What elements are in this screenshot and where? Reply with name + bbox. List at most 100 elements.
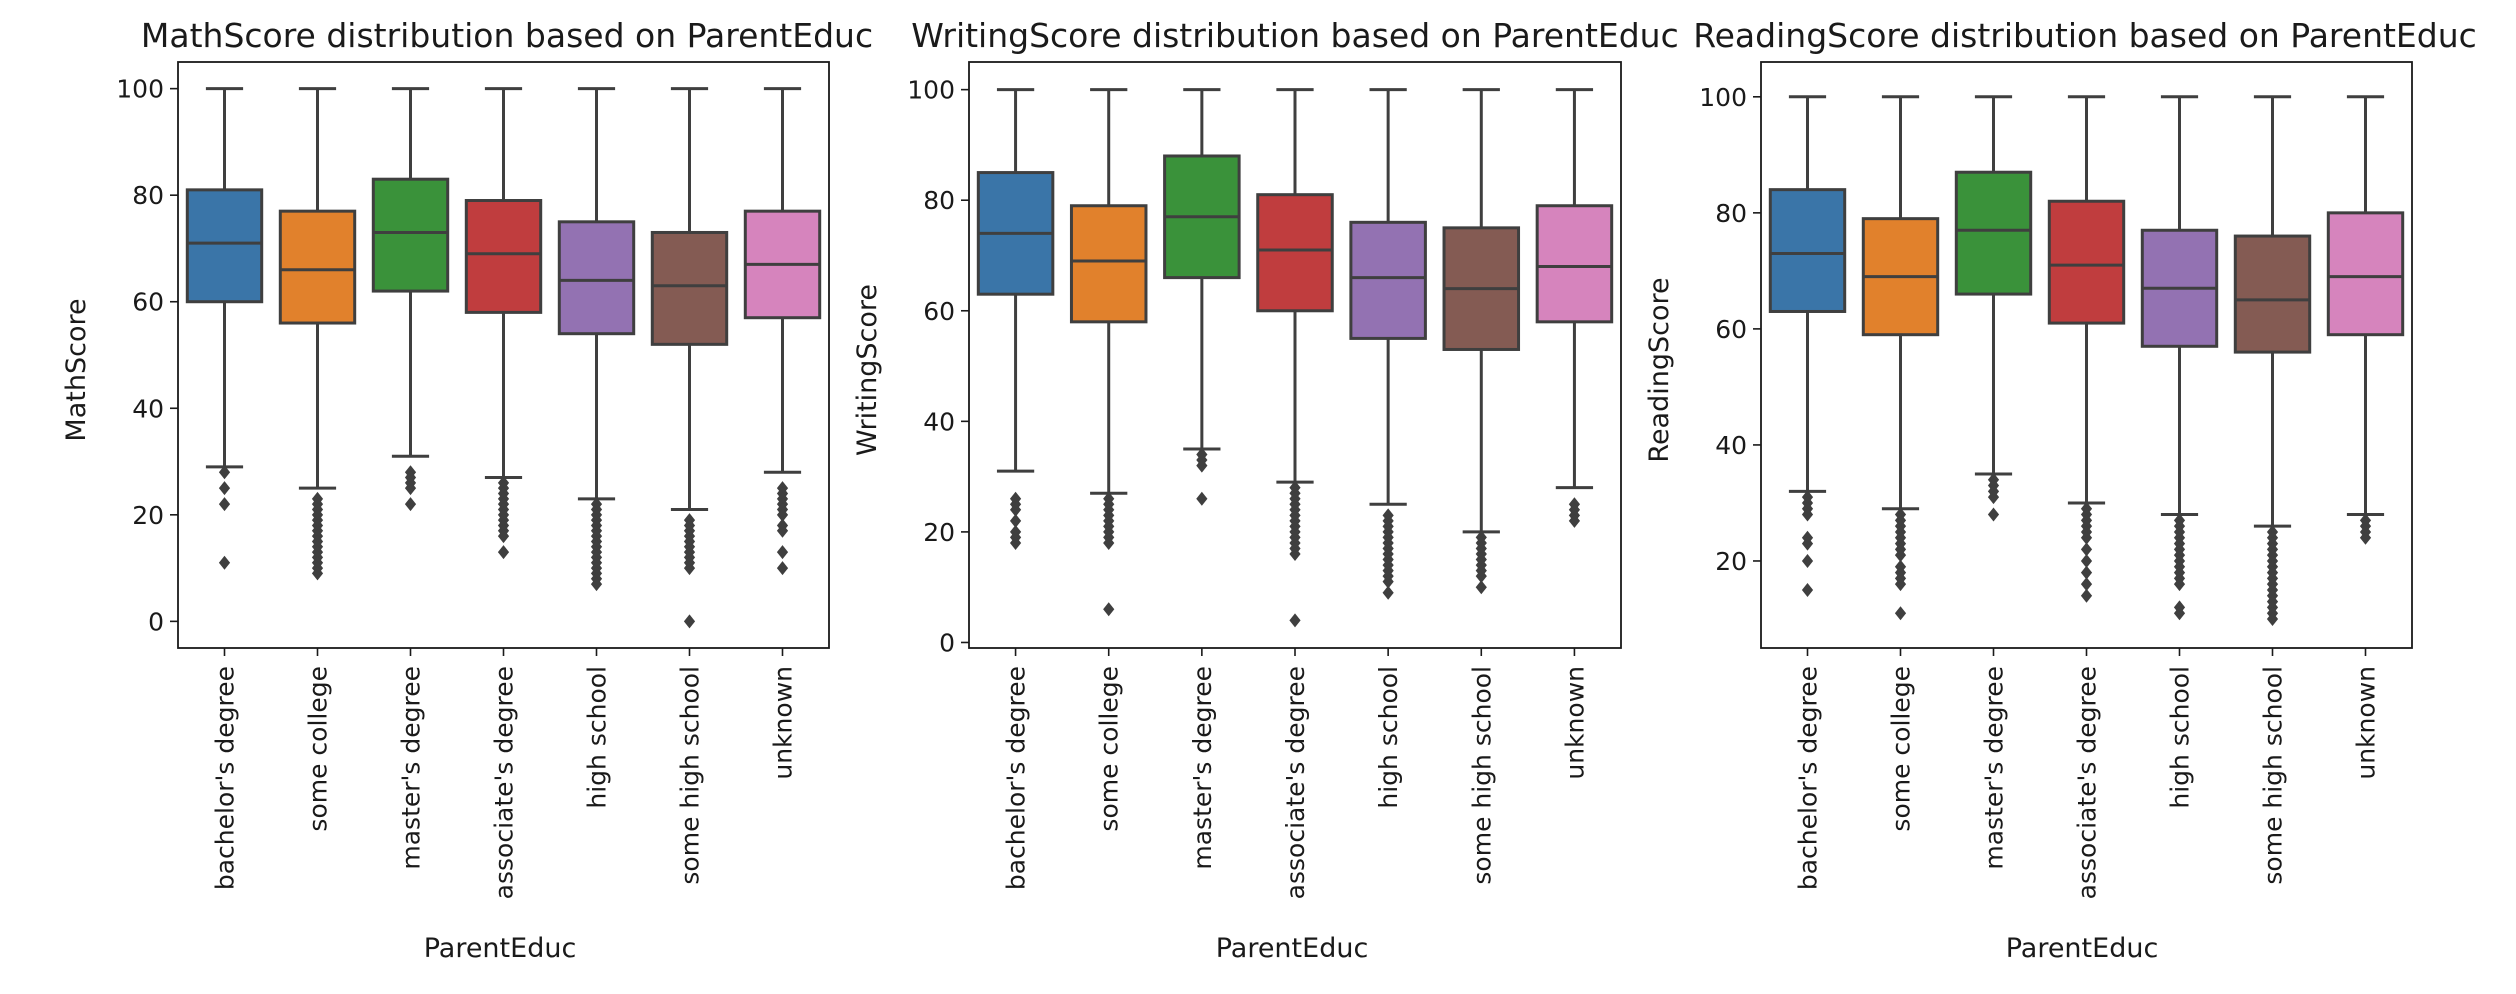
writing-iqr-box — [1256, 193, 1334, 313]
writing-outlier-point — [1475, 580, 1487, 595]
reading-x-tick-label: some college — [1887, 666, 1916, 832]
writing-outlier-point — [1289, 613, 1301, 628]
math-outlier-point — [404, 481, 417, 496]
writing-x-axis-label: ParentEduc — [1216, 933, 1369, 964]
writing-y-tick-label: 80 — [923, 186, 955, 215]
writing-box-3 — [1163, 88, 1241, 506]
math-chart-title: MathScore distribution based on ParentEd… — [141, 16, 873, 55]
writing-iqr-box — [1535, 204, 1614, 324]
reading-outlier-point — [1801, 582, 1814, 597]
math-box-4 — [464, 87, 543, 560]
writing-x-tick-label: some high school — [1467, 666, 1496, 885]
math-outlier-point — [776, 507, 789, 522]
math-outlier-point — [683, 561, 696, 576]
reading-outlier-point — [2080, 588, 2093, 603]
math-y-tick-label: 100 — [116, 75, 164, 104]
reading-y-tick-label: 40 — [1715, 431, 1747, 460]
writing-box-7 — [1535, 88, 1614, 528]
writing-outlier-point — [1009, 513, 1022, 528]
reading-x-tick-label: associate's degree — [2073, 666, 2102, 899]
reading-outlier-point — [1801, 553, 1814, 568]
reading-outlier-point — [2173, 577, 2186, 592]
writing-iqr-box — [1069, 204, 1148, 324]
reading-y-tick-label: 20 — [1715, 547, 1747, 576]
writing-outlier-point — [1382, 585, 1394, 600]
math-x-tick-label: unknown — [769, 666, 798, 780]
math-y-tick-label: 60 — [132, 288, 164, 317]
writing-chart-title: WritingScore distribution based on Paren… — [911, 16, 1679, 55]
math-outlier-point — [776, 545, 789, 560]
reading-y-tick-label: 80 — [1715, 199, 1747, 228]
math-x-tick-label: some high school — [676, 666, 705, 885]
writing-y-tick-label: 40 — [923, 407, 955, 436]
math-x-tick-label: bachelor's degree — [211, 666, 240, 890]
reading-box-5 — [2140, 95, 2219, 621]
math-y-tick-label: 0 — [148, 607, 164, 636]
writing-outlier-point — [1103, 535, 1115, 550]
writing-outlier-point — [1475, 569, 1487, 584]
reading-x-tick-label: high school — [2166, 666, 2195, 809]
math-outlier-point — [590, 577, 603, 592]
writing-x-tick-label: unknown — [1560, 666, 1589, 780]
math-x-tick-label: some college — [304, 666, 333, 832]
math-y-tick-label: 20 — [132, 501, 164, 530]
writing-y-axis-label: WritingScore — [852, 284, 883, 456]
math-iqr-box — [650, 230, 729, 346]
reading-outlier-point — [2173, 606, 2186, 621]
writing-outlier-point — [1009, 535, 1022, 550]
reading-iqr-box — [2233, 234, 2312, 354]
reading-box-1 — [1768, 95, 1847, 597]
reading-outlier-point — [1801, 536, 1814, 551]
writing-outlier-point — [1009, 502, 1022, 517]
writing-y-tick-label: 0 — [939, 628, 955, 657]
reading-outlier-point — [1894, 606, 1907, 621]
math-y-tick-label: 40 — [132, 394, 164, 423]
writing-score-panel: WritingScore distribution based on Paren… — [852, 16, 1679, 964]
reading-outlier-point — [1894, 548, 1907, 563]
reading-outlier-point — [1987, 507, 2000, 522]
reading-outlier-point — [2080, 553, 2093, 568]
writing-outlier-point — [1196, 458, 1208, 473]
reading-x-axis-label: ParentEduc — [2006, 933, 2159, 964]
reading-box-3 — [1954, 95, 2033, 522]
reading-box-2 — [1861, 95, 1940, 621]
math-axes-frame — [177, 61, 830, 649]
reading-x-tick-label: bachelor's degree — [1794, 666, 1823, 890]
reading-x-tick-label: some high school — [2259, 666, 2288, 885]
math-score-panel: MathScore distribution based on ParentEd… — [61, 16, 873, 964]
reading-box-4 — [2047, 95, 2126, 603]
writing-outlier-point — [1103, 602, 1115, 617]
math-iqr-box — [557, 220, 636, 336]
reading-outlier-point — [2080, 577, 2093, 592]
math-box-7 — [743, 87, 822, 576]
math-x-tick-label: high school — [583, 666, 612, 809]
writing-axes-frame — [968, 61, 1622, 649]
writing-x-tick-label: bachelor's degree — [1002, 666, 1031, 890]
writing-y-tick-label: 20 — [923, 518, 955, 547]
math-outlier-point — [404, 497, 417, 512]
reading-outlier-point — [2359, 530, 2372, 545]
writing-x-tick-label: some college — [1095, 666, 1124, 832]
math-box-3 — [371, 87, 450, 512]
math-outlier-point — [218, 555, 231, 570]
writing-outlier-point — [1568, 513, 1581, 528]
reading-score-panel: ReadingScore distribution based on Paren… — [1644, 16, 2477, 964]
math-outlier-point — [776, 523, 789, 538]
writing-box-6 — [1442, 88, 1521, 595]
writing-box-1 — [976, 88, 1055, 550]
math-outlier-point — [776, 561, 789, 576]
math-box-5 — [557, 87, 636, 592]
math-outlier-point — [218, 497, 231, 512]
reading-iqr-box — [2326, 211, 2405, 337]
reading-box-6 — [2233, 95, 2312, 626]
math-iqr-box — [464, 199, 543, 314]
math-outlier-point — [497, 545, 510, 560]
math-outlier-point — [218, 465, 231, 480]
math-outlier-point — [218, 481, 231, 496]
writing-box-2 — [1069, 88, 1148, 617]
math-x-tick-label: master's degree — [397, 666, 426, 870]
reading-x-tick-label: unknown — [2352, 666, 2381, 780]
writing-outlier-point — [1289, 547, 1301, 562]
reading-axes-frame — [1760, 61, 2413, 649]
